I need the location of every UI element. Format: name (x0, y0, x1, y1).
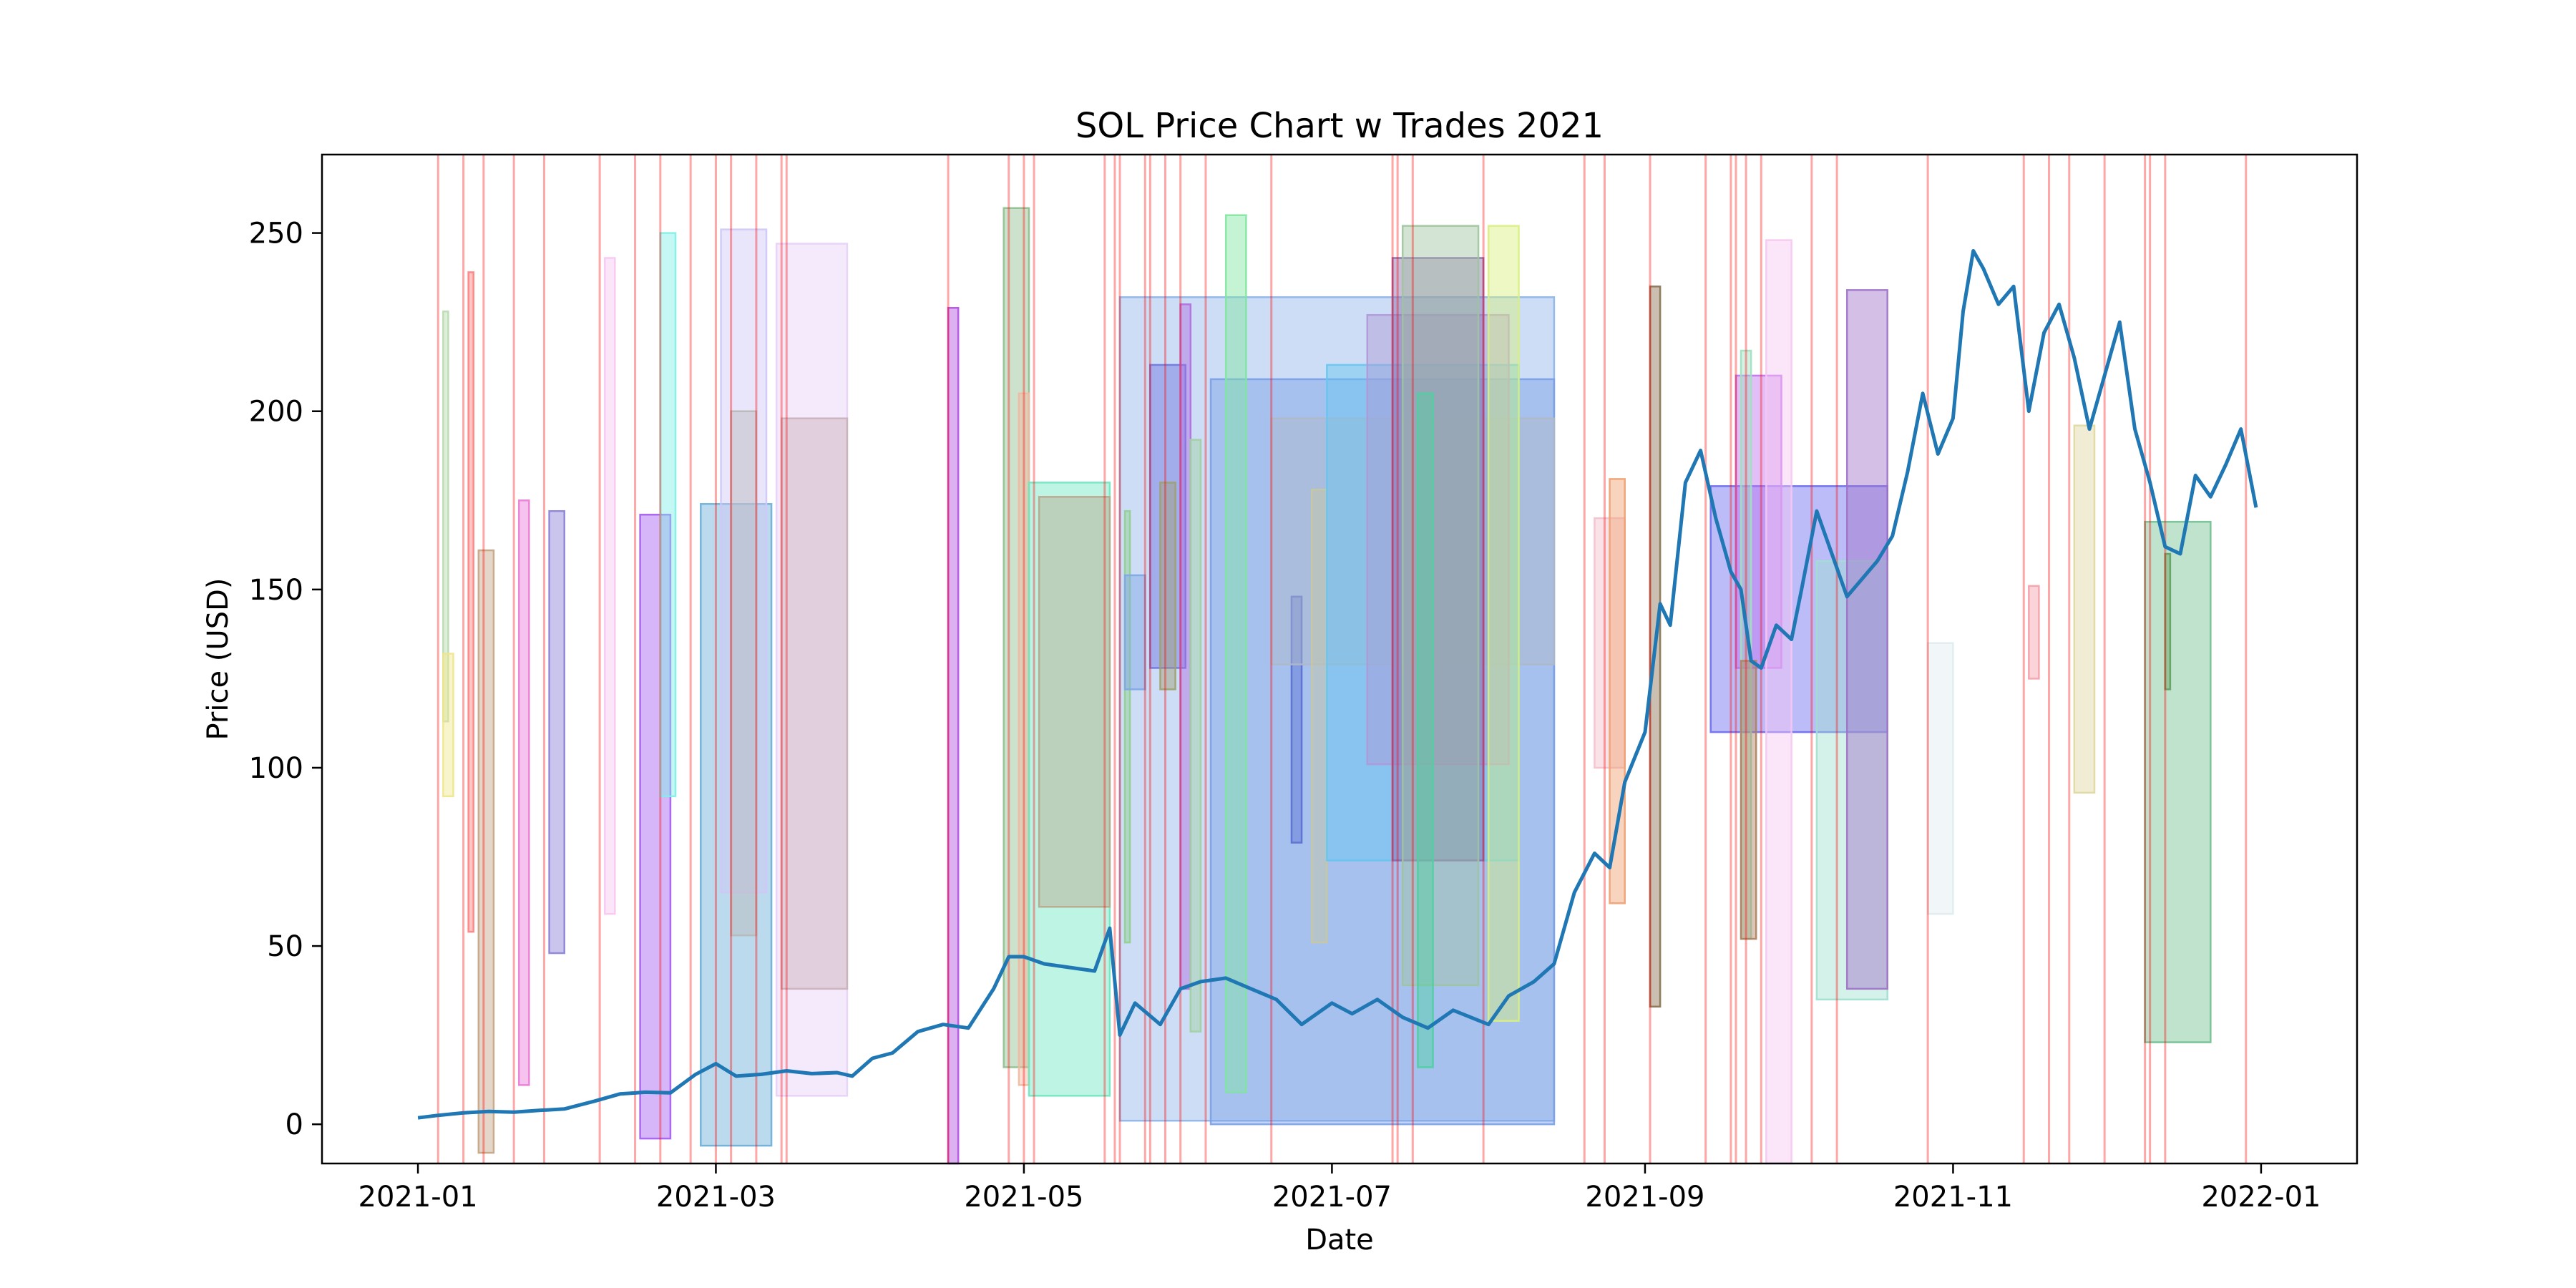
trade-box-47 (1926, 642, 1954, 915)
trade-box-6 (603, 257, 616, 915)
trade-box-14 (947, 306, 960, 1165)
trade-box-9 (700, 503, 773, 1147)
trade-box-25 (1189, 439, 1202, 1033)
trade-box-33 (1391, 257, 1485, 862)
y-tick-label-4: 200 (249, 396, 303, 429)
trade-box-15 (1002, 207, 1030, 1068)
trade-box-38 (1609, 478, 1626, 904)
trade-box-26 (1209, 378, 1556, 1126)
y-tick-label-5: 250 (249, 218, 303, 250)
trade-box-27 (1224, 214, 1247, 1093)
x-tick-label-4: 2021-09 (1585, 1181, 1704, 1214)
trade-box-34 (1401, 225, 1480, 987)
x-axis-ticks: 2021-01 2021-03 2021-05 2021-07 2021-09 2021-… (358, 1163, 2321, 1214)
trade-box-3 (477, 549, 495, 1154)
trade-box-11 (730, 410, 758, 937)
trade-box-7 (639, 513, 672, 1140)
trade-box-49 (2073, 424, 2096, 794)
trade-box-12 (775, 243, 849, 1097)
trade-box-4 (517, 499, 530, 1086)
trade-box-50 (2144, 520, 2212, 1043)
trade-box-48 (2028, 585, 2040, 680)
y-tick-label-2: 100 (249, 752, 303, 785)
trade-box-2 (467, 271, 474, 933)
x-axis-label: Date (1305, 1224, 1374, 1257)
trade-box-51 (2164, 552, 2172, 691)
trade-box-46 (1845, 289, 1888, 990)
x-tick-label-5: 2021-11 (1893, 1181, 2013, 1214)
trade-box-8 (659, 232, 677, 798)
price-line (417, 249, 2258, 1120)
x-tick-label-3: 2021-07 (1272, 1181, 1392, 1214)
y-tick-label-1: 50 (267, 930, 303, 963)
trade-box-36 (1487, 225, 1520, 1022)
x-tick-label-6: 2022-01 (2201, 1181, 2321, 1214)
trade-box-23 (1159, 482, 1176, 691)
trade-box-5 (548, 509, 565, 955)
y-axis-label: Price (USD) (202, 578, 235, 741)
trade-box-21 (1123, 574, 1146, 691)
x-tick-label-1: 2021-03 (656, 1181, 776, 1214)
trade-box-18 (1038, 496, 1111, 908)
y-tick-label-3: 150 (249, 574, 303, 607)
trade-box-31 (1326, 364, 1520, 862)
trade-box-28 (1290, 595, 1303, 844)
trade-box-24 (1179, 303, 1192, 990)
trade-box-10 (720, 228, 768, 894)
trade-lines (436, 155, 2248, 1163)
y-axis-ticks: 0 50 100 150 200 250 (249, 218, 322, 1141)
trade-box-43 (1740, 660, 1757, 940)
chart-title: SOL Price Chart w Trades 2021 (1075, 106, 1604, 146)
trade-box-35 (1417, 392, 1434, 1068)
x-tick-label-2: 2021-05 (964, 1181, 1083, 1214)
trade-box-32 (1366, 313, 1510, 766)
plot-frame (321, 153, 2358, 1165)
trade-box-29 (1270, 417, 1556, 665)
trade-box-13 (780, 417, 849, 990)
x-tick-label-0: 2021-01 (358, 1181, 478, 1214)
trade-box-20 (1123, 509, 1131, 944)
trade-box-30 (1310, 489, 1328, 944)
y-tick-label-0: 0 (286, 1108, 303, 1141)
trade-box-0 (442, 310, 449, 723)
trade-box-45 (1815, 560, 1888, 1001)
trade-box-1 (442, 653, 454, 798)
trade-box-44 (1765, 239, 1792, 1165)
